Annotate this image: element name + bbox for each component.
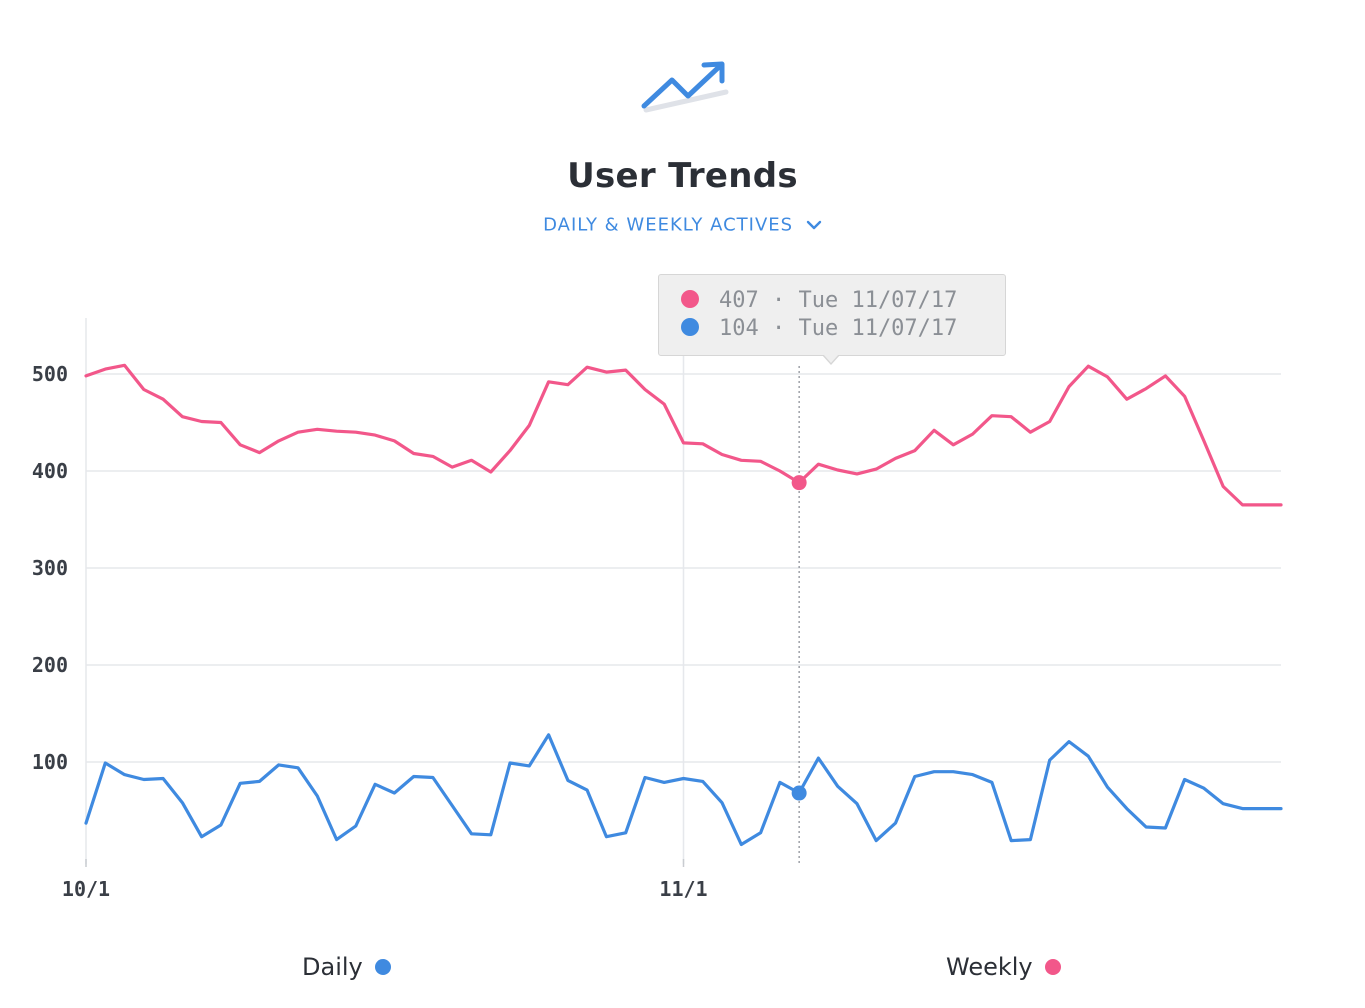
- tooltip-pointer-fill: [823, 354, 839, 363]
- tooltip-weekly-text: 407 · Tue 11/07/17: [719, 288, 958, 313]
- y-tick-label-100: 100: [32, 750, 68, 774]
- tooltip-row-daily: 104 · Tue 11/07/17: [681, 315, 957, 343]
- hover-layer: [791, 366, 807, 864]
- weekly-dot-icon: [681, 290, 699, 308]
- x-tick-label-10-1: 10/1: [62, 877, 110, 901]
- weekly-dot-icon: [1044, 959, 1061, 975]
- tooltip-row-weekly: 407 · Tue 11/07/17: [681, 287, 957, 315]
- y-tick-label-200: 200: [32, 653, 68, 677]
- series-lines: [84, 363, 1283, 847]
- hover-point-weekly: [791, 475, 807, 491]
- legend-daily-label: Daily: [302, 953, 363, 981]
- trending-up-icon: [641, 61, 729, 113]
- series-line-daily: [84, 733, 1283, 847]
- tooltip-daily-text: 104 · Tue 11/07/17: [719, 316, 958, 341]
- daily-dot-icon: [374, 959, 391, 975]
- series-line-weekly: [84, 363, 1283, 507]
- grid-lines: [86, 356, 1281, 864]
- daily-dot-icon: [681, 318, 699, 336]
- hover-point-daily: [791, 785, 807, 801]
- chevron-down-icon: [806, 220, 822, 230]
- metric-selector-label: DAILY & WEEKLY ACTIVES: [543, 214, 794, 236]
- y-tick-label-400: 400: [32, 459, 68, 483]
- chart-tooltip: 407 · Tue 11/07/17 104 · Tue 11/07/17: [658, 274, 1006, 356]
- y-tick-label-300: 300: [32, 556, 68, 580]
- x-tick-label-11-1: 11/1: [659, 877, 707, 901]
- y-tick-label-500: 500: [32, 362, 68, 386]
- legend-weekly-label: Weekly: [946, 953, 1033, 981]
- legend-weekly[interactable]: Weekly: [946, 952, 1061, 982]
- legend-daily[interactable]: Daily: [302, 952, 391, 982]
- page-title: User Trends: [567, 156, 798, 196]
- chart-axes: 100 200 300 400 500 10/1 11/1: [32, 318, 708, 901]
- metric-selector-dropdown[interactable]: DAILY & WEEKLY ACTIVES: [0, 214, 1365, 236]
